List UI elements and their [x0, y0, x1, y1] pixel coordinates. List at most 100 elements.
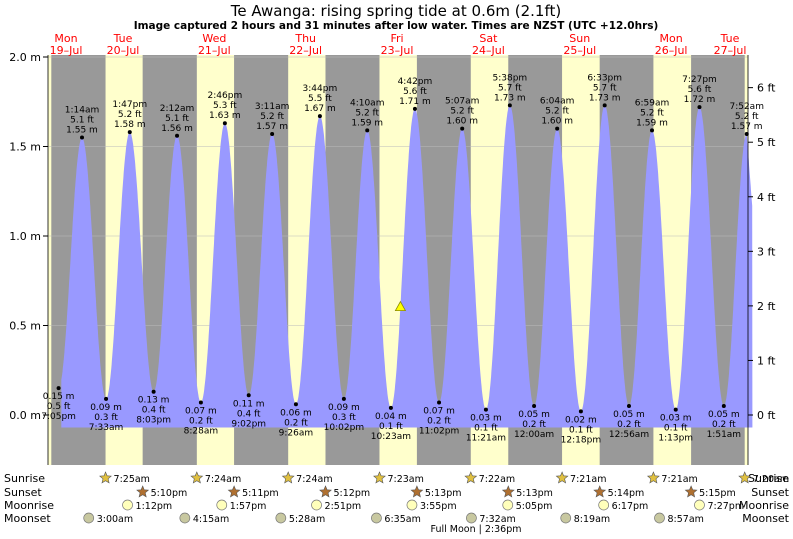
current-tide-marker	[394, 300, 407, 312]
high-tide-ft: 5.2 ft	[118, 110, 142, 120]
low-tide-time: 10:23am	[371, 432, 411, 442]
sunrise-time: 7:24am	[205, 474, 241, 485]
high-tide-time: 7:52am	[729, 102, 764, 112]
day-headers: Mon19–JulTue20–JulWed21–JulThu22–JulFri2…	[50, 32, 747, 57]
low-tide-m: 0.07 m	[185, 406, 217, 416]
low-tide-ft: 0.2 ft	[284, 418, 308, 428]
high-tide-m: 1.60 m	[541, 117, 573, 127]
high-tide-ft: 5.1 ft	[70, 116, 94, 126]
sunrise-icon	[555, 471, 569, 484]
right-tick-label: 2 ft	[757, 300, 776, 313]
left-tick-label: 0.5 m	[9, 320, 41, 333]
low-tide-point	[437, 400, 442, 405]
high-tide-time: 7:27pm	[682, 75, 717, 85]
full-moon-label: Full Moon | 2:36pm	[431, 524, 522, 535]
moonrise-icon	[122, 499, 133, 511]
sunset-time: 5:13pm	[425, 488, 462, 499]
low-tide-point	[246, 393, 251, 398]
low-tide-point	[104, 396, 109, 401]
low-tide-ft: 0.1 ft	[474, 424, 498, 434]
high-tide-point	[365, 128, 370, 133]
day-date: 24–Jul	[472, 44, 505, 57]
day-date: 23–Jul	[381, 44, 414, 57]
high-tide-point	[80, 135, 85, 140]
sunrise-icon	[646, 471, 660, 484]
moonset-time: 6:35am	[384, 514, 420, 525]
moonset-time: 5:28am	[289, 514, 325, 525]
high-tide-time: 3:44pm	[303, 84, 338, 94]
sunrise-icon	[373, 471, 386, 484]
moonset-time: 4:15am	[193, 514, 229, 525]
day-name: Fri	[390, 32, 403, 45]
day-date: 19–Jul	[50, 44, 83, 57]
day-name: Thu	[294, 32, 316, 45]
right-tick-label: 6 ft	[757, 82, 776, 95]
left-tick-label: 0.0 m	[9, 409, 41, 422]
high-tide-m: 1.58 m	[114, 120, 146, 130]
low-tide-time: 1:51am	[707, 430, 742, 440]
low-tide-ft: 0.2 ft	[617, 420, 641, 430]
day-date: 26–Jul	[655, 44, 688, 57]
sunset-time: 5:13pm	[516, 488, 553, 499]
high-tide-ft: 5.2 ft	[545, 107, 569, 117]
moonrise-row-label: Moonrise	[4, 499, 54, 512]
moonrise-time: 5:05pm	[516, 501, 553, 512]
high-tide-time: 5:38pm	[492, 73, 527, 83]
low-tide-ft: 0.3 ft	[94, 413, 118, 423]
day-name: Wed	[202, 32, 226, 45]
sunset-icon	[136, 485, 150, 498]
axes: 2.0 m 1.5 m 1.0 m 0.5 m 0.0 m 6 ft 5 ft 4 ft 3 f…	[9, 51, 776, 465]
low-tide-m: 0.11 m	[233, 399, 265, 409]
day-date: 22–Jul	[289, 44, 322, 57]
high-tide-point	[555, 126, 560, 131]
high-tide-ft: 5.2 ft	[355, 108, 379, 118]
day-name: Tue	[720, 32, 740, 45]
low-tide-time: 11:02pm	[419, 426, 459, 436]
high-tide-ft: 5.5 ft	[308, 94, 332, 104]
high-tide-time: 5:07am	[445, 97, 480, 107]
sunset-row-label: Sunset	[4, 486, 42, 499]
sunrise-icon	[99, 471, 112, 484]
low-tide-ft: 0.4 ft	[237, 409, 261, 419]
sunrise-row-label-right: Sunrise	[748, 472, 789, 485]
low-tide-time: 11:21am	[466, 434, 506, 444]
low-tide-ft: 0.1 ft	[379, 422, 403, 432]
high-tide-time: 1:14am	[65, 106, 100, 116]
high-tide-m: 1.56 m	[161, 124, 193, 134]
moonset-time: 8:19am	[574, 514, 610, 525]
sunset-icon	[593, 485, 607, 498]
tide-curve	[61, 105, 753, 428]
day-date: 21–Jul	[198, 44, 231, 57]
moonrise-icon	[406, 499, 418, 511]
low-tide-point	[388, 405, 393, 410]
moonrise-icon	[694, 499, 705, 511]
moonset-icon	[275, 512, 287, 524]
high-tide-time: 6:59am	[635, 98, 670, 108]
high-tide-point	[650, 128, 655, 133]
moonrise-row-label-right: Moonrise	[739, 499, 789, 512]
high-tide-ft: 5.7 ft	[498, 83, 522, 93]
low-tide-ft: 0.1 ft	[569, 425, 593, 435]
high-tide-time: 3:11am	[255, 102, 290, 112]
right-tick-label: 0 ft	[757, 409, 776, 422]
moonset-icon	[654, 512, 665, 524]
moonset-row-label: Moonset	[4, 512, 51, 525]
high-tide-point	[507, 103, 512, 108]
high-tide-ft: 5.6 ft	[403, 87, 427, 97]
high-tide-ft: 5.2 ft	[640, 108, 664, 118]
high-tide-point	[697, 105, 702, 110]
moonrise-icon	[216, 499, 228, 511]
sunrise-time: 7:24am	[296, 474, 332, 485]
low-tide-m: 0.05 m	[613, 410, 645, 420]
low-tide-ft: 0.4 ft	[142, 406, 166, 416]
high-tide-m: 1.73 m	[589, 93, 621, 103]
low-tide-m: 0.04 m	[375, 412, 407, 422]
right-tick-label: 3 ft	[757, 245, 776, 258]
sunset-icon	[501, 485, 515, 498]
sunset-icon	[410, 485, 424, 498]
sun-moon-rows: Sunrise Sunrise 7:25am 7:24am 7:24am 7:23am 7:…	[4, 471, 790, 535]
high-tide-m: 1.63 m	[209, 111, 241, 121]
tide-area	[61, 105, 753, 428]
high-tide-m: 1.71 m	[399, 97, 431, 107]
